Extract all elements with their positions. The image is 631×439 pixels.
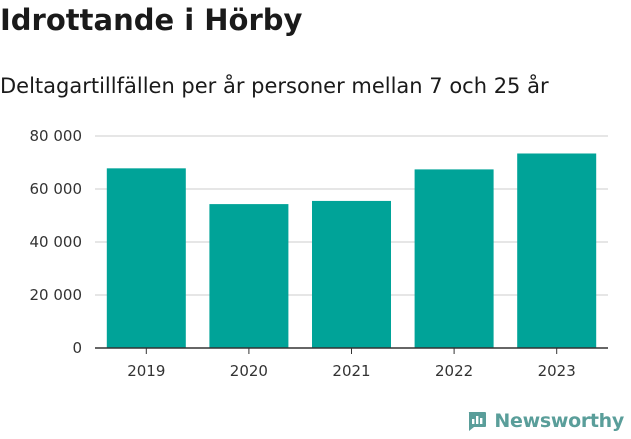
x-tick-labels: 2019 2020 2021 2022 2023 <box>127 362 576 380</box>
bar-2020 <box>209 204 289 348</box>
y-tick-label: 40 000 <box>30 233 83 251</box>
y-tick-label: 20 000 <box>30 286 83 304</box>
chart-title: Idrottande i Hörby <box>0 3 303 37</box>
x-tick-label: 2021 <box>332 362 370 380</box>
bar-2019 <box>106 168 186 348</box>
bar-2023 <box>517 153 597 348</box>
x-tick-label: 2020 <box>230 362 268 380</box>
x-tick-label: 2023 <box>538 362 576 380</box>
logo-text: Newsworthy <box>494 410 624 432</box>
x-tick-label: 2019 <box>127 362 165 380</box>
chart-subtitle: Deltagartillfällen per år personer mella… <box>0 74 549 98</box>
bar-2022 <box>414 169 494 348</box>
y-tick-label: 60 000 <box>30 180 83 198</box>
y-tick-label: 80 000 <box>30 127 83 145</box>
bar-2021 <box>312 200 391 348</box>
bars <box>106 153 597 348</box>
y-tick-labels: 0 20 000 40 000 60 000 80 000 <box>30 127 83 357</box>
x-tick-label: 2022 <box>435 362 473 380</box>
bar-chart-document-icon <box>469 412 487 431</box>
y-tick-label: 0 <box>72 339 82 357</box>
newsworthy-logo: Newsworthy <box>466 410 624 432</box>
axes <box>95 347 608 354</box>
